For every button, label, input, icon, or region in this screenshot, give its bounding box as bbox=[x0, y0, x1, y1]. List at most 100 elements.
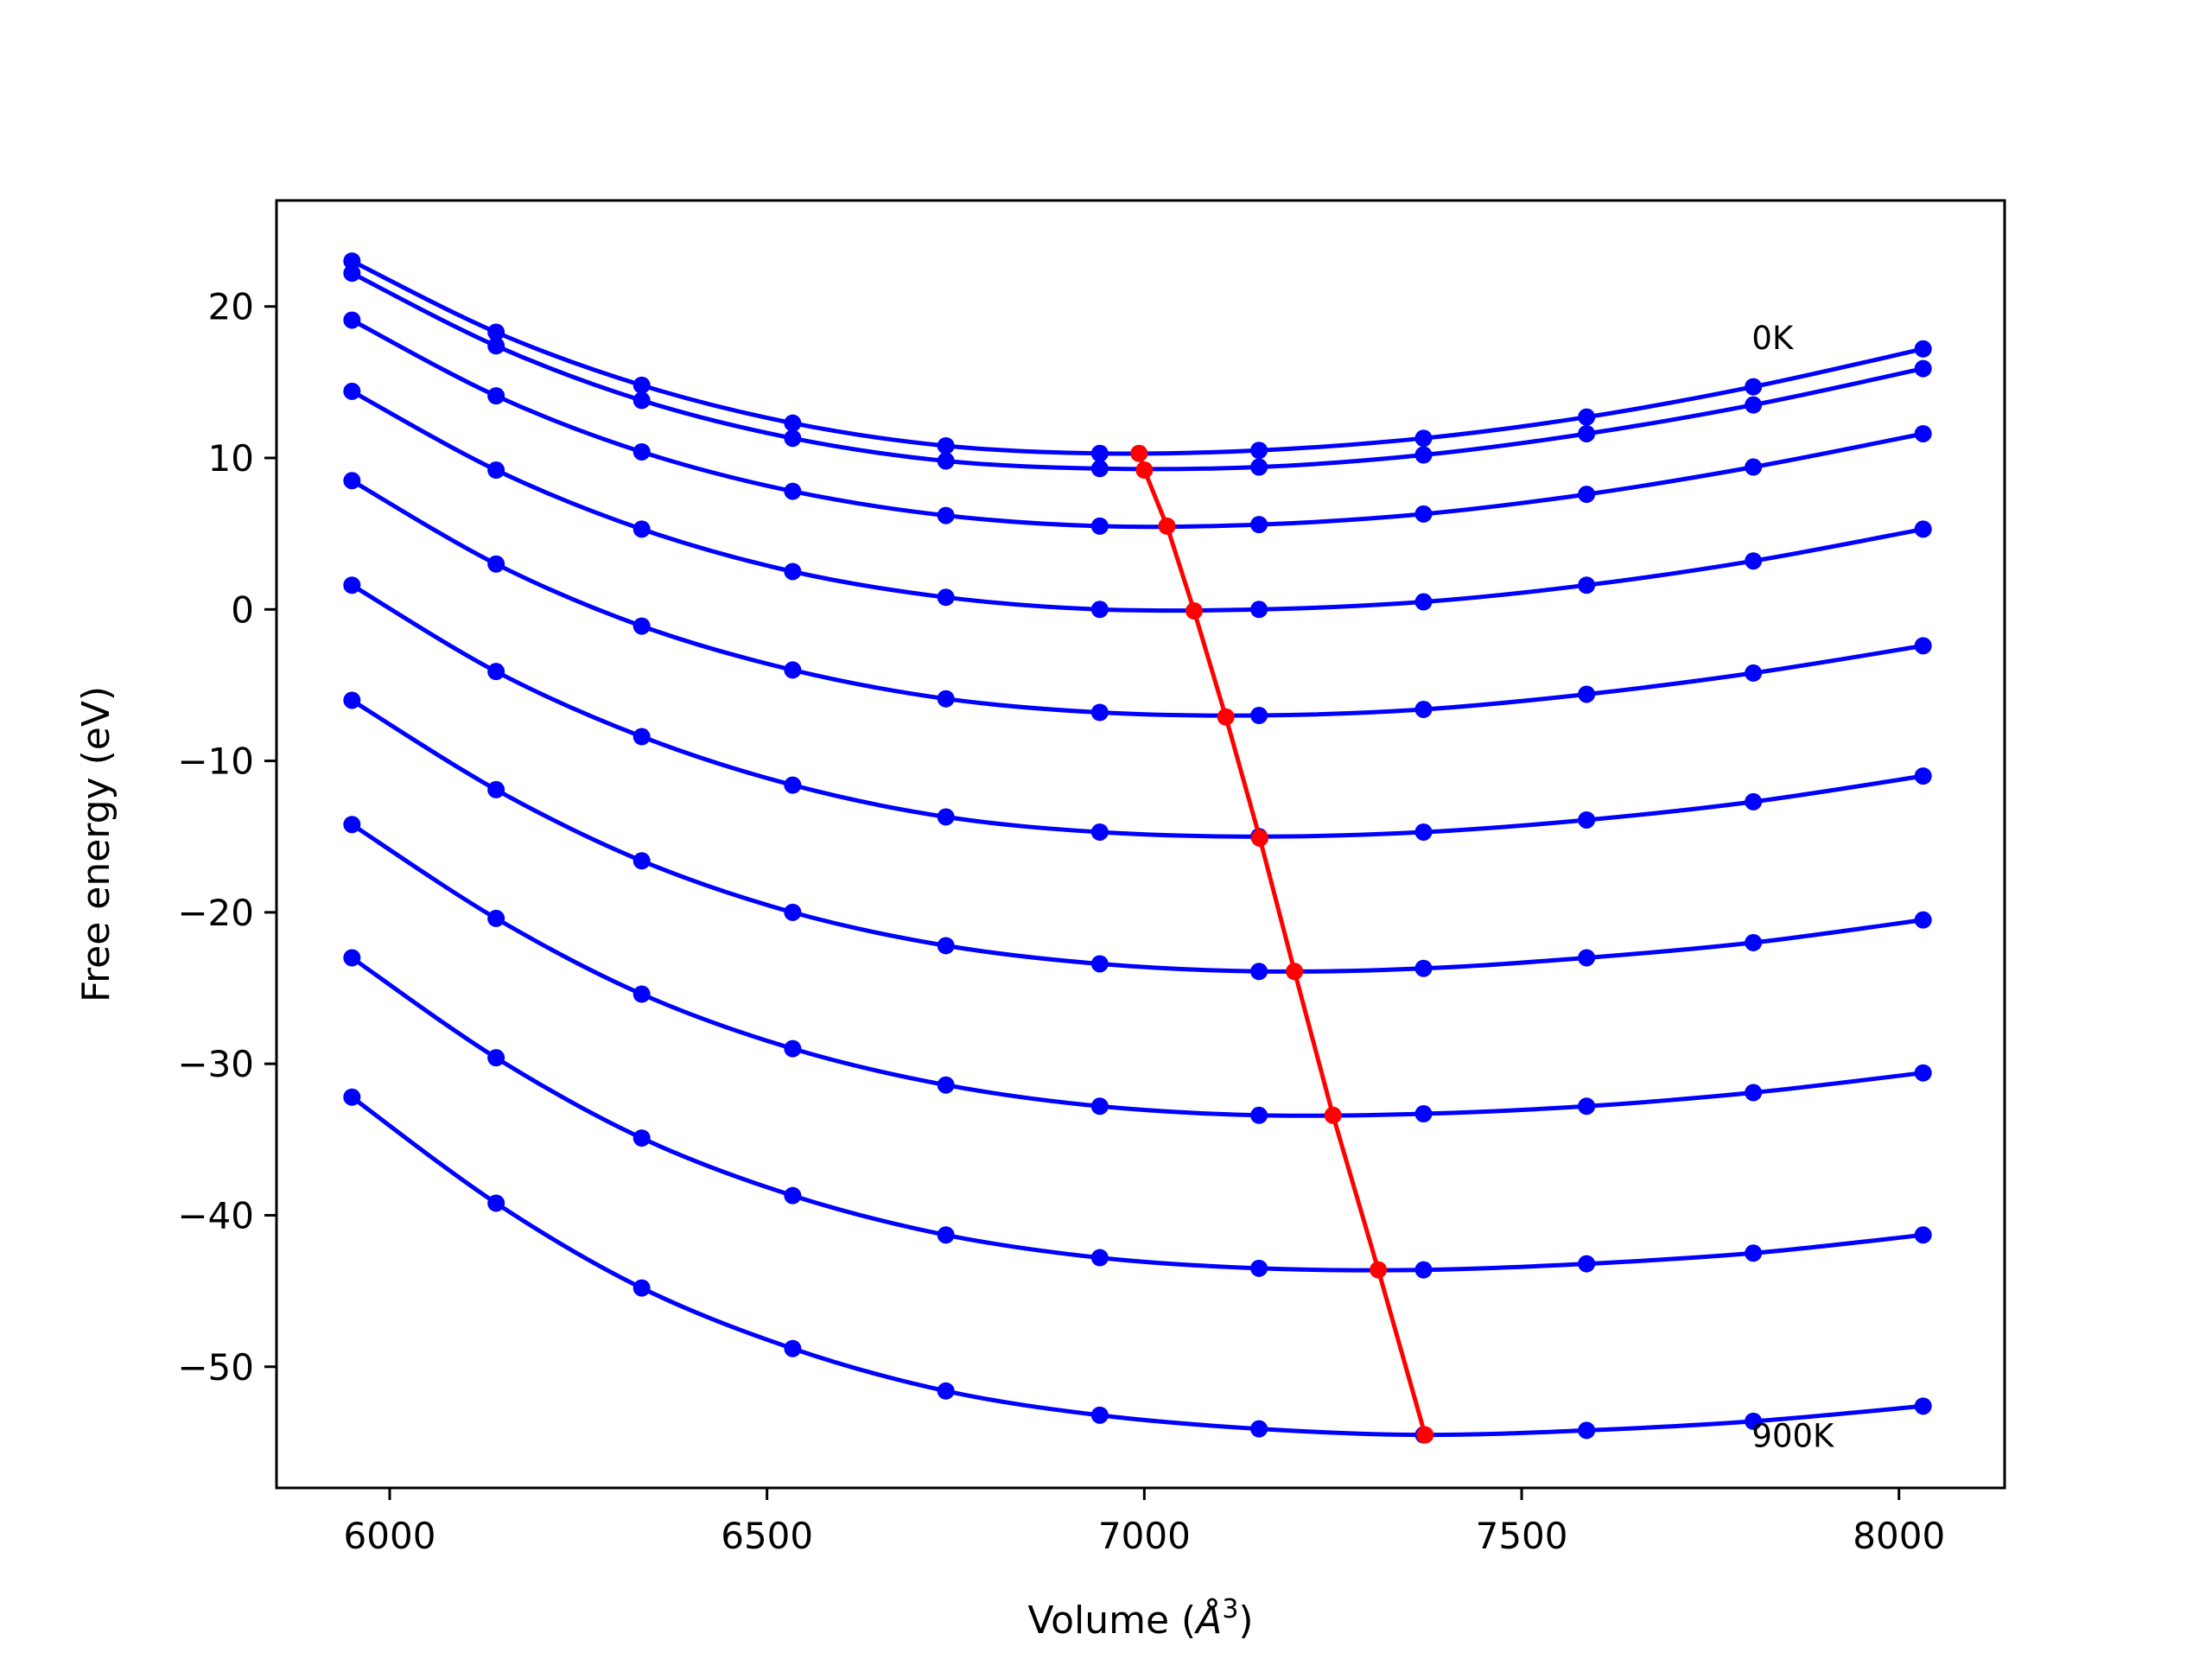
isotherm-9-point-2 bbox=[632, 1279, 651, 1297]
minimum-point-7 bbox=[1324, 1106, 1342, 1124]
isotherm-2-point-10 bbox=[1914, 424, 1932, 442]
isotherm-2-point-2 bbox=[632, 442, 651, 461]
isotherm-9-point-10 bbox=[1914, 1397, 1932, 1415]
isotherm-5-point-5 bbox=[1090, 823, 1109, 841]
isotherm-8-point-6 bbox=[1250, 1259, 1268, 1277]
isotherm-0-point-9 bbox=[1745, 378, 1763, 396]
x-tick-label-3: 7500 bbox=[1476, 1515, 1568, 1557]
y-tick-label-7: −50 bbox=[177, 1346, 254, 1389]
isotherm-0-point-5 bbox=[1090, 444, 1109, 462]
isotherm-7-point-6 bbox=[1250, 1106, 1268, 1124]
isotherm-4-point-10 bbox=[1914, 637, 1932, 655]
isotherm-1-point-1 bbox=[487, 337, 505, 355]
isotherm-4-point-5 bbox=[1090, 703, 1109, 721]
isotherm-1-point-2 bbox=[632, 391, 651, 410]
plot-frame bbox=[275, 199, 2006, 1490]
isotherm-0-point-3 bbox=[784, 414, 802, 432]
y-tick-label-3: −10 bbox=[177, 741, 254, 783]
isotherm-3-point-3 bbox=[784, 563, 802, 581]
isotherm-7-point-9 bbox=[1745, 1084, 1763, 1102]
isotherm-8-point-10 bbox=[1914, 1226, 1932, 1244]
isotherm-3-point-1 bbox=[487, 461, 505, 480]
isotherm-7-point-8 bbox=[1578, 1097, 1596, 1116]
minimum-point-3 bbox=[1185, 602, 1204, 620]
x-axis-title-superscript: 3 bbox=[1222, 1594, 1238, 1624]
isotherm-3-point-4 bbox=[937, 588, 955, 607]
isotherm-2-point-0 bbox=[343, 311, 361, 329]
isotherm-7-point-2 bbox=[632, 985, 651, 1003]
isotherm-7-point-7 bbox=[1414, 1105, 1433, 1123]
isotherm-2-point-3 bbox=[784, 482, 802, 500]
isotherm-6-point-1 bbox=[487, 780, 505, 798]
isotherm-6-point-10 bbox=[1914, 911, 1932, 929]
isotherm-7-point-3 bbox=[784, 1039, 802, 1058]
minimum-point-5 bbox=[1250, 829, 1268, 847]
isotherm-8-point-0 bbox=[343, 949, 361, 967]
isotherm-2-point-1 bbox=[487, 387, 505, 405]
isotherm-8-point-4 bbox=[937, 1226, 955, 1244]
isotherm-3-point-7 bbox=[1414, 593, 1433, 611]
isotherm-5-point-9 bbox=[1745, 792, 1763, 810]
isotherm-6-point-6 bbox=[1250, 963, 1268, 981]
annotation-1: 900K bbox=[1751, 1418, 1835, 1455]
isotherm-2-point-6 bbox=[1250, 516, 1268, 534]
isotherm-0-point-7 bbox=[1414, 429, 1433, 448]
annotation-0: 0K bbox=[1751, 320, 1795, 357]
isotherm-9-point-0 bbox=[343, 1088, 361, 1106]
isotherm-8-point-2 bbox=[632, 1129, 651, 1147]
minimum-point-2 bbox=[1158, 517, 1176, 535]
isotherm-curves bbox=[343, 252, 1932, 1444]
isotherm-8-point-8 bbox=[1578, 1255, 1596, 1273]
isotherm-5-point-8 bbox=[1578, 810, 1596, 829]
annotations: 0K 900K bbox=[1751, 320, 1835, 1455]
isotherm-1-point-8 bbox=[1578, 424, 1596, 442]
x-axis-title-text: Volume ( bbox=[1027, 1599, 1196, 1643]
isotherm-4-point-9 bbox=[1745, 664, 1763, 682]
isotherm-1-point-9 bbox=[1745, 396, 1763, 414]
isotherm-5-point-7 bbox=[1414, 823, 1433, 841]
isotherm-8-point-7 bbox=[1414, 1261, 1433, 1279]
isotherm-6-point-5 bbox=[1090, 955, 1109, 973]
isotherm-4-point-4 bbox=[937, 690, 955, 708]
isotherm-3-point-2 bbox=[632, 520, 651, 538]
isotherm-1-point-5 bbox=[1090, 460, 1109, 478]
minimum-point-0 bbox=[1130, 444, 1148, 462]
isotherm-5-point-4 bbox=[937, 808, 955, 826]
isotherm-3-point-9 bbox=[1745, 552, 1763, 570]
isotherm-6-point-3 bbox=[784, 903, 802, 921]
isotherm-2-point-7 bbox=[1414, 505, 1433, 523]
isotherm-1-point-6 bbox=[1250, 458, 1268, 476]
isotherm-9-point-9 bbox=[1745, 1412, 1763, 1430]
x-tick-label-4: 8000 bbox=[1853, 1515, 1945, 1557]
isotherm-0-point-1 bbox=[487, 323, 505, 341]
isotherm-8-point-1 bbox=[487, 1049, 505, 1067]
isotherm-7-point-10 bbox=[1914, 1064, 1932, 1082]
isotherm-4-point-6 bbox=[1250, 707, 1268, 724]
isotherm-5-point-2 bbox=[632, 728, 651, 746]
isotherm-3-point-0 bbox=[343, 382, 361, 400]
isotherm-3-point-5 bbox=[1090, 601, 1109, 619]
isotherm-1-point-3 bbox=[784, 429, 802, 448]
isotherm-1-point-0 bbox=[343, 264, 361, 283]
isotherm-7-point-5 bbox=[1090, 1097, 1109, 1116]
y-tick-label-6: −40 bbox=[177, 1194, 254, 1236]
isotherm-5-point-10 bbox=[1914, 767, 1932, 785]
isotherm-9-point-5 bbox=[1090, 1406, 1109, 1424]
isotherm-7-point-1 bbox=[487, 909, 505, 927]
isotherm-8-point-3 bbox=[784, 1186, 802, 1205]
x-axis-title-unit: Å bbox=[1193, 1597, 1222, 1643]
isotherm-5-point-1 bbox=[487, 663, 505, 681]
isotherm-0-point-2 bbox=[632, 376, 651, 394]
isotherm-6-point-2 bbox=[632, 852, 651, 870]
isotherm-8-point-5 bbox=[1090, 1249, 1109, 1267]
isotherm-4-point-8 bbox=[1578, 685, 1596, 703]
isotherm-9-point-8 bbox=[1578, 1421, 1596, 1440]
y-tick-label-4: −20 bbox=[177, 892, 254, 934]
isotherm-2-point-4 bbox=[937, 506, 955, 524]
isotherm-1-point-10 bbox=[1914, 359, 1932, 378]
isotherm-9-point-4 bbox=[937, 1382, 955, 1400]
minima-line bbox=[1136, 452, 1427, 1436]
y-axis-ticks: 20 10 0 −10 −20 −30 −40 −50 bbox=[177, 286, 276, 1389]
minimum-point-8 bbox=[1370, 1261, 1388, 1279]
